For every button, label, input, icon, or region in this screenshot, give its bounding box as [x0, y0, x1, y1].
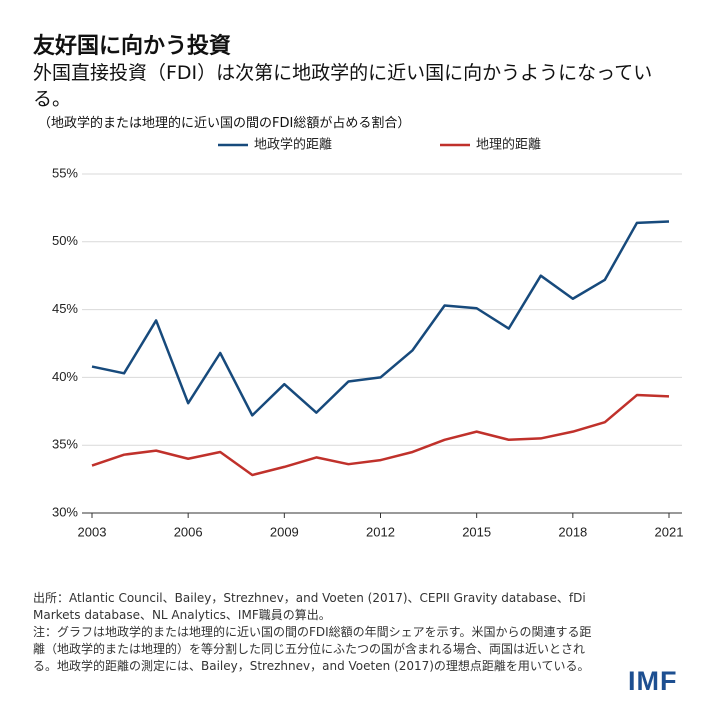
x-tick-label: 2003 — [78, 524, 107, 539]
note: 注：グラフは地政学的または地理的に近い国の間のFDI総額の年間シェアを示す。米国… — [33, 625, 592, 673]
y-tick-label: 35% — [52, 437, 78, 452]
source: 出所：Atlantic Council、Bailey，Strezhnev，and… — [33, 591, 586, 622]
series-line — [91, 220, 670, 417]
chart-subtitle: 外国直接投資（FDI）は次第に地政学的に近い国に向かうようになっている。 — [33, 62, 653, 110]
y-tick-label: 45% — [52, 301, 78, 316]
x-tick-label: 2021 — [655, 524, 684, 539]
x-tick-label: 2009 — [270, 524, 299, 539]
x-tick-label: 2015 — [462, 524, 491, 539]
y-tick-label: 40% — [52, 369, 78, 384]
y-tick-label: 55% — [52, 165, 78, 180]
x-tick-label: 2006 — [174, 524, 203, 539]
legend-label: 地理的距離 — [476, 137, 541, 153]
footnotes: 出所：Atlantic Council、Bailey，Strezhnev，and… — [33, 590, 603, 675]
logo: IMF — [628, 666, 678, 696]
y-axis-label: （地政学的または地理的に近い国の間のFDI総額が占める割合） — [38, 116, 411, 131]
chart-title: 友好国に向かう投資 — [33, 34, 232, 59]
y-tick-label: 30% — [52, 504, 78, 519]
legend-label: 地政学的距離 — [254, 137, 332, 153]
x-tick-label: 2012 — [366, 524, 395, 539]
y-tick-label: 50% — [52, 233, 78, 248]
series-line — [91, 393, 670, 477]
x-tick-label: 2018 — [558, 524, 587, 539]
